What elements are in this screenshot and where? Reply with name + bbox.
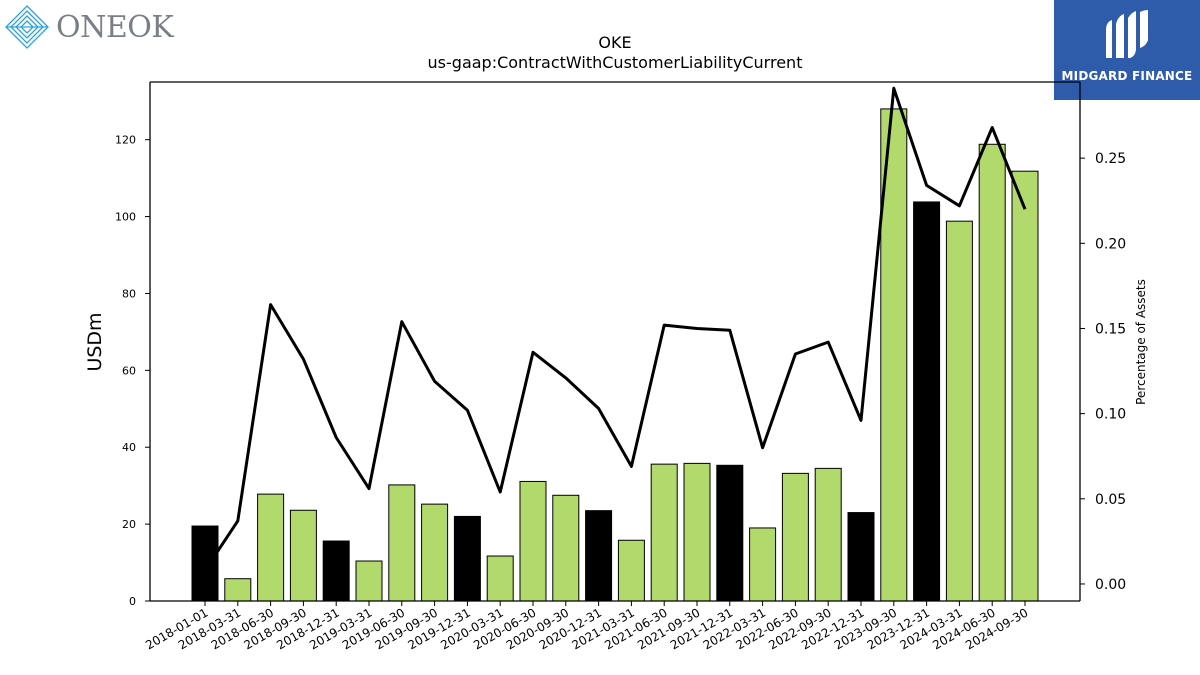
bar [453, 515, 481, 602]
bar [1011, 170, 1039, 602]
y-tick-label: 60 [122, 364, 136, 377]
midgard-finance-logo: MIDGARD FINANCE [1054, 0, 1200, 100]
bar [486, 555, 514, 602]
y-axis-ticks: 0 20 40 60 80 100 120 [115, 134, 150, 608]
y-tick-label: 40 [122, 441, 136, 454]
bar [585, 510, 613, 602]
y2-tick-label: 0.10 [1095, 407, 1126, 423]
y-tick-label: 20 [122, 518, 136, 531]
bar [322, 540, 350, 602]
percentage-line [203, 86, 1027, 572]
bar [749, 527, 777, 602]
axes [149, 81, 1081, 602]
bar [224, 578, 252, 602]
y2-axis-ticks: 0.00 0.05 0.10 0.15 0.20 0.25 [1080, 151, 1126, 593]
line-series [203, 86, 1027, 572]
bar [617, 539, 645, 602]
bar [683, 462, 711, 602]
y2-tick-label: 0.20 [1095, 236, 1126, 252]
x-axis-ticks: 2018-01-012018-03-312018-06-302018-09-30… [143, 601, 1031, 652]
bar [519, 480, 547, 602]
y-tick-label: 0 [129, 595, 136, 608]
bar [847, 512, 875, 602]
y2-axis-label: Percentage of Assets [1134, 279, 1148, 405]
bar [191, 525, 219, 602]
y2-tick-label: 0.25 [1095, 151, 1126, 167]
y-axis-label: USDm [84, 312, 106, 371]
bar [814, 467, 842, 602]
bar [257, 493, 285, 602]
y2-tick-label: 0.15 [1095, 321, 1126, 337]
bar [388, 484, 416, 602]
y-tick-label: 100 [115, 211, 136, 224]
midgard-monogram-icon [1106, 10, 1148, 58]
chart-title: OKE [598, 33, 631, 52]
bar [421, 503, 449, 602]
bar-series [191, 108, 1039, 602]
bar [781, 472, 809, 602]
chart-subtitle: us-gaap:ContractWithCustomerLiabilityCur… [428, 53, 803, 72]
y-tick-label: 120 [115, 134, 136, 147]
bar [978, 143, 1006, 602]
y2-tick-label: 0.05 [1095, 492, 1126, 508]
midgard-finance-wordmark: MIDGARD FINANCE [1061, 69, 1193, 83]
bar [355, 560, 383, 602]
bar [913, 201, 941, 602]
y2-tick-label: 0.00 [1095, 577, 1126, 593]
bar [945, 220, 973, 602]
bar [650, 463, 678, 602]
oneok-logo: ONEOK [4, 4, 174, 50]
oneok-wordmark: ONEOK [56, 10, 174, 45]
bar [716, 464, 744, 602]
y-tick-label: 80 [122, 287, 136, 300]
bar [552, 494, 580, 602]
oneok-diamond-icon [5, 5, 49, 49]
bar [289, 509, 317, 602]
